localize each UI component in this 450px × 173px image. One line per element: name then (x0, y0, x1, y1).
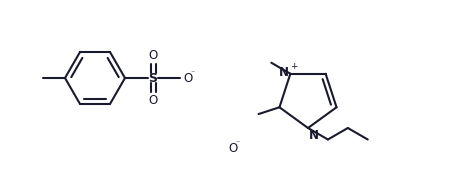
Text: N: N (309, 129, 319, 142)
Text: S: S (148, 71, 157, 84)
Text: ⁻: ⁻ (235, 139, 239, 148)
Text: O: O (183, 71, 192, 84)
Text: N: N (279, 66, 289, 79)
Text: ⁻: ⁻ (190, 69, 195, 78)
Text: O: O (228, 142, 237, 154)
Text: O: O (148, 49, 157, 62)
Text: +: + (290, 62, 297, 71)
Text: O: O (148, 94, 157, 107)
